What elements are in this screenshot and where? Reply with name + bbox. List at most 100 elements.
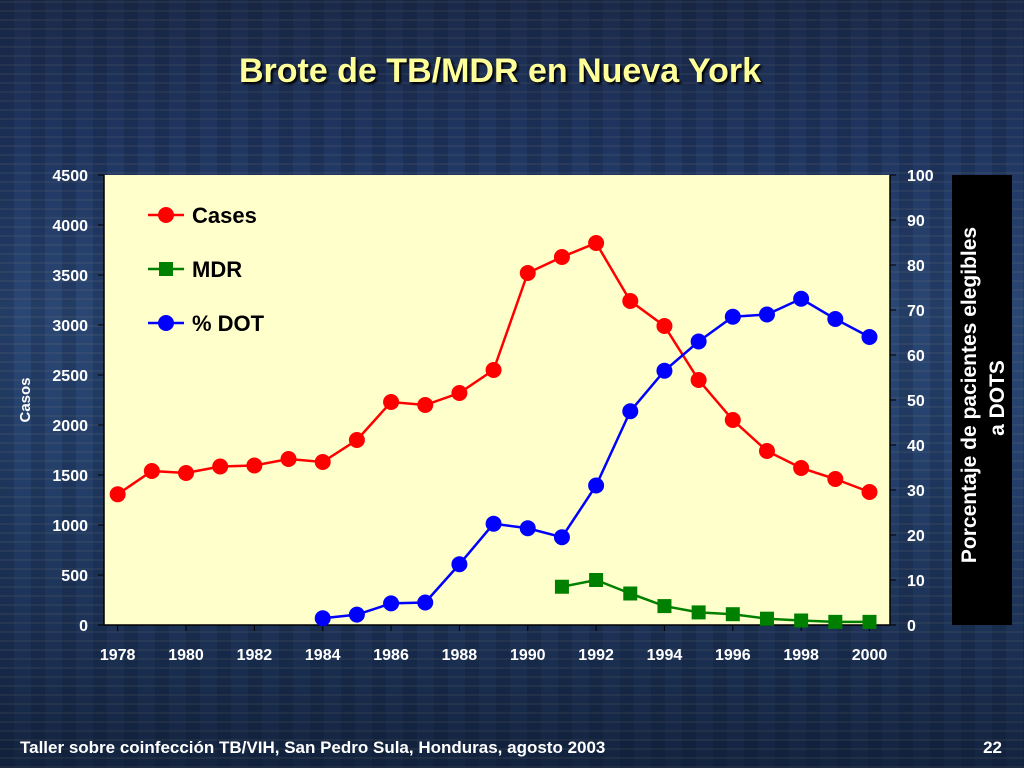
x-tick-label: 1984 — [305, 647, 341, 664]
y-tick-label-right: 80 — [907, 258, 925, 275]
footer-text: Taller sobre coinfección TB/VIH, San Ped… — [20, 738, 606, 757]
slide-title: Brote de TB/MDR en Nueva York — [238, 52, 762, 90]
data-point-mdr — [623, 586, 638, 601]
data-point-dot — [383, 595, 400, 612]
y-tick-label-right: 20 — [907, 528, 925, 545]
data-point-cases — [348, 432, 365, 448]
data-point-cases — [451, 385, 468, 401]
data-point-cases — [178, 465, 195, 481]
data-point-dot — [553, 529, 570, 546]
data-point-mdr — [828, 614, 843, 629]
x-tick-label: 1994 — [647, 647, 683, 664]
y-axis-label-right-line1: Porcentaje de pacientes elegibles — [958, 227, 981, 563]
data-point-cases — [724, 412, 741, 428]
y-tick-label-left: 0 — [79, 618, 88, 635]
y-tick-label-right: 30 — [907, 483, 925, 500]
y-tick-label-left: 3500 — [52, 268, 88, 285]
data-point-mdr — [589, 573, 604, 587]
data-point-mdr — [725, 607, 740, 622]
data-point-cases — [212, 458, 229, 475]
y-tick-label-left: 3000 — [52, 318, 88, 335]
y-tick-label-right: 50 — [907, 393, 925, 410]
x-tick-label: 1986 — [373, 647, 409, 664]
data-point-cases — [861, 484, 878, 500]
data-point-dot — [758, 306, 775, 323]
y-tick-label-right: 90 — [907, 213, 925, 230]
data-point-mdr — [554, 579, 569, 594]
y-axis-label-right-line2: a DOTS — [986, 360, 1009, 436]
legend-label-mdr: MDR — [192, 257, 242, 282]
data-point-dot — [417, 594, 434, 611]
data-point-cases — [827, 471, 844, 487]
data-point-cases — [690, 372, 707, 388]
data-point-mdr — [759, 611, 774, 626]
series-line-mdr — [561, 578, 870, 624]
data-point-cases — [109, 486, 126, 503]
data-point-cases — [417, 397, 434, 413]
legend: Cases MDR % DOT — [148, 203, 265, 336]
y-tick-label-right: 10 — [907, 573, 925, 590]
right-label-band — [952, 175, 1012, 625]
legend-label-dot: % DOT — [192, 311, 265, 336]
series-layer — [109, 235, 878, 629]
data-point-cases — [246, 457, 263, 474]
y-tick-label-right: 40 — [907, 438, 925, 455]
x-tick-label: 1996 — [715, 647, 751, 664]
data-point-cases — [656, 318, 673, 334]
y-tick-label-left: 1500 — [52, 468, 88, 485]
data-point-dot — [827, 311, 844, 327]
x-tick-label: 1988 — [442, 647, 478, 664]
data-point-dot — [451, 556, 468, 573]
x-tick-label: 1992 — [578, 647, 614, 664]
data-point-mdr — [794, 613, 809, 628]
y-tick-label-right: 60 — [907, 348, 925, 365]
y-tick-label-right: 70 — [907, 303, 925, 320]
data-point-cases — [622, 293, 639, 309]
data-point-dot — [793, 290, 810, 307]
data-point-dot — [622, 403, 639, 420]
data-point-cases — [758, 443, 775, 459]
x-tick-label: 1980 — [168, 647, 204, 664]
y-tick-label-right: 100 — [907, 168, 934, 185]
legend-label-cases: Cases — [192, 203, 257, 228]
axes: 0 500 1000 1500 2000 2500 3000 3500 4000 4500 0 10 2… — [52, 168, 933, 664]
x-tick-label: 2000 — [852, 647, 888, 664]
data-point-dot — [724, 308, 741, 325]
y-tick-label-left: 1000 — [52, 518, 88, 535]
y-tick-label-left: 2500 — [52, 368, 88, 385]
plot-area — [104, 175, 890, 625]
data-point-dot — [485, 515, 502, 532]
data-point-dot — [656, 362, 673, 379]
data-point-mdr — [691, 605, 706, 620]
data-point-dot — [588, 477, 605, 494]
data-point-cases — [143, 463, 160, 479]
y-axis-label-left: Casos — [17, 377, 34, 422]
data-point-cases — [485, 362, 502, 378]
data-point-dot — [314, 610, 331, 627]
data-point-cases — [280, 451, 297, 467]
data-point-mdr — [862, 614, 877, 629]
data-point-mdr — [657, 599, 672, 614]
data-point-cases — [383, 394, 400, 410]
x-tick-label: 1982 — [237, 647, 273, 664]
data-point-cases — [588, 235, 605, 251]
y-tick-label-left: 4000 — [52, 218, 88, 235]
legend-marker-cases — [158, 207, 174, 223]
page-number: 22 — [983, 738, 1002, 757]
data-point-dot — [690, 333, 707, 350]
x-tick-label: 1990 — [510, 647, 546, 664]
y-tick-label-left: 500 — [61, 568, 88, 585]
data-point-dot — [519, 520, 536, 537]
y-tick-label-left: 2000 — [52, 418, 88, 435]
data-point-cases — [314, 454, 331, 470]
y-tick-label-right: 0 — [907, 618, 916, 635]
data-point-cases — [553, 249, 570, 265]
data-point-dot — [861, 329, 878, 345]
legend-marker-dot — [158, 315, 174, 331]
y-tick-label-left: 4500 — [52, 168, 88, 185]
data-point-dot — [348, 606, 365, 623]
data-point-cases — [519, 265, 536, 281]
legend-marker-mdr — [159, 262, 173, 276]
x-tick-label: 1978 — [100, 647, 136, 664]
